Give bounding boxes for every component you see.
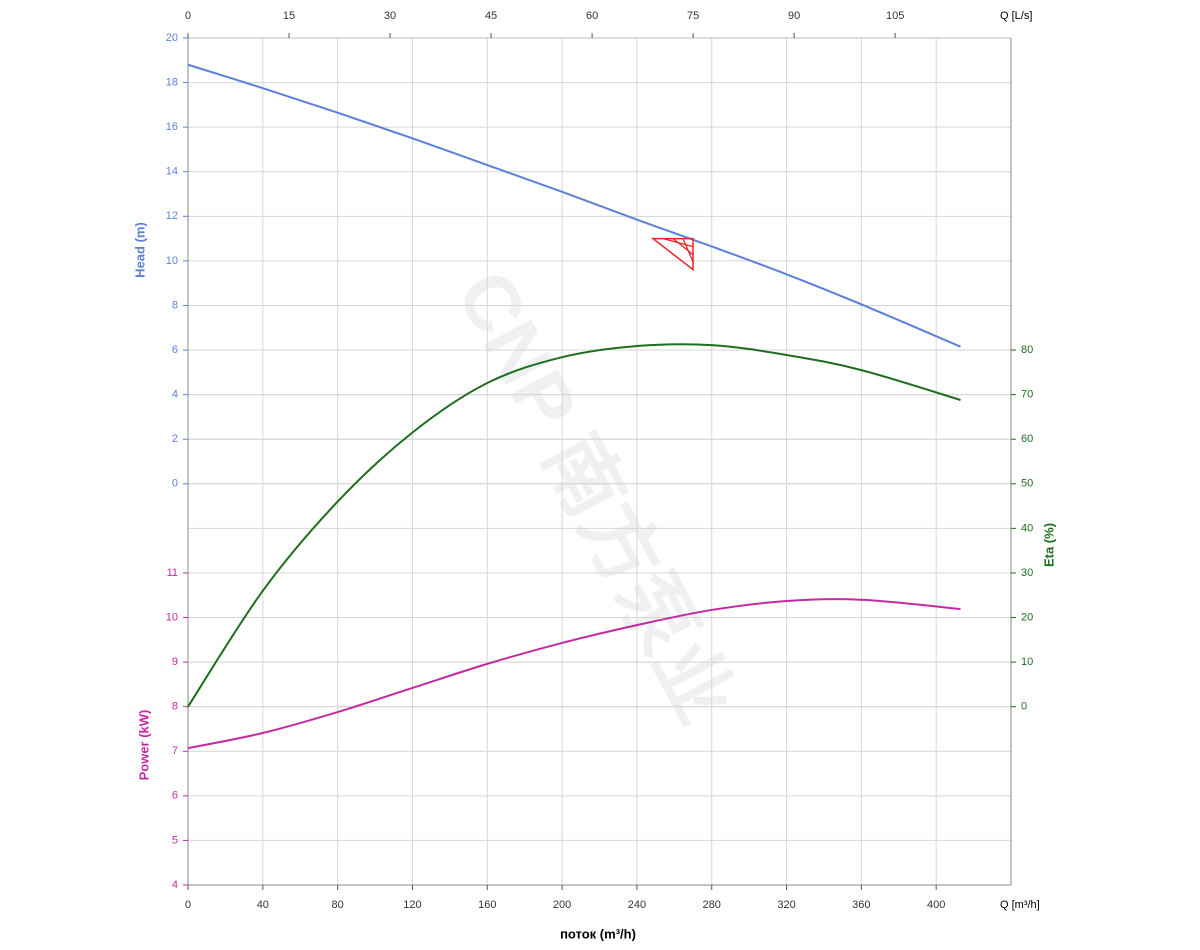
y-tick-label: 4: [172, 389, 178, 401]
x2-tick-label: 90: [788, 10, 800, 22]
y-tick-label: 18: [166, 76, 178, 88]
x2-tick-label: 105: [886, 10, 904, 22]
y2-tick-label: 80: [1021, 344, 1033, 356]
y2-tick-label: 20: [1021, 611, 1033, 623]
y3-tick-label: 10: [166, 611, 178, 623]
x-tick-label: 120: [403, 899, 421, 911]
x-unit-label: Q [m³/h]: [1000, 899, 1040, 911]
hatch: [672, 238, 694, 256]
x-tick-label: 400: [927, 899, 945, 911]
x2-tick-label: 60: [586, 10, 598, 22]
y-tick-label: 8: [172, 299, 178, 311]
y-tick-label: 0: [172, 478, 178, 490]
duty-point: [650, 237, 694, 272]
x2-tick-label: 0: [185, 10, 191, 22]
x2-tick-label: 30: [384, 10, 396, 22]
y3-tick-label: 11: [167, 567, 178, 579]
y-tick-label: 14: [166, 166, 178, 178]
y-tick-label: 6: [172, 344, 178, 356]
y3-tick-label: 9: [172, 656, 178, 668]
x-tick-label: 240: [628, 899, 646, 911]
y-tick-label: 2: [172, 433, 178, 445]
y2-tick-label: 60: [1021, 433, 1033, 445]
y-tick-label: 10: [166, 255, 178, 267]
y3-tick-label: 5: [172, 834, 178, 846]
x-tick-label: 160: [478, 899, 496, 911]
y2-tick-label: 50: [1021, 478, 1033, 490]
curve: [187, 343, 961, 708]
curve: [187, 63, 961, 348]
y2-tick-label: 70: [1021, 389, 1033, 401]
duty-point-marker: [650, 237, 694, 272]
y3-tick-label: 7: [172, 745, 178, 757]
y2-tick-label: 0: [1021, 701, 1027, 713]
x2-unit-label: Q [L/s]: [1000, 10, 1032, 22]
x-tick-label: 360: [852, 899, 870, 911]
y-axis-title: Head (m): [132, 222, 147, 278]
y-tick-label: 20: [166, 32, 178, 44]
x2-tick-label: 45: [485, 10, 497, 22]
x-tick-label: 320: [777, 899, 795, 911]
x2-tick-label: 75: [687, 10, 699, 22]
y3-tick-label: 8: [172, 701, 178, 713]
curve: [187, 598, 961, 750]
y2-axis-title: Eta (%): [1041, 523, 1056, 567]
y3-tick-label: 6: [172, 790, 178, 802]
y-tick-label: 12: [166, 210, 178, 222]
y2-tick-label: 40: [1021, 522, 1033, 534]
x-tick-label: 80: [332, 899, 344, 911]
x-tick-label: 0: [185, 899, 191, 911]
x2-tick-label: 15: [283, 10, 295, 22]
y-tick-label: 16: [166, 121, 178, 133]
x-tick-label: 280: [703, 899, 721, 911]
y3-tick-label: 4: [172, 879, 178, 891]
y3-axis-title: Power (kW): [136, 710, 151, 781]
y2-tick-label: 30: [1021, 567, 1033, 579]
hatch: [682, 238, 694, 262]
x-axis-title: поток (m³/h): [560, 926, 636, 941]
y2-tick-label: 10: [1021, 656, 1033, 668]
x-tick-label: 40: [257, 899, 269, 911]
x-tick-label: 200: [553, 899, 571, 911]
